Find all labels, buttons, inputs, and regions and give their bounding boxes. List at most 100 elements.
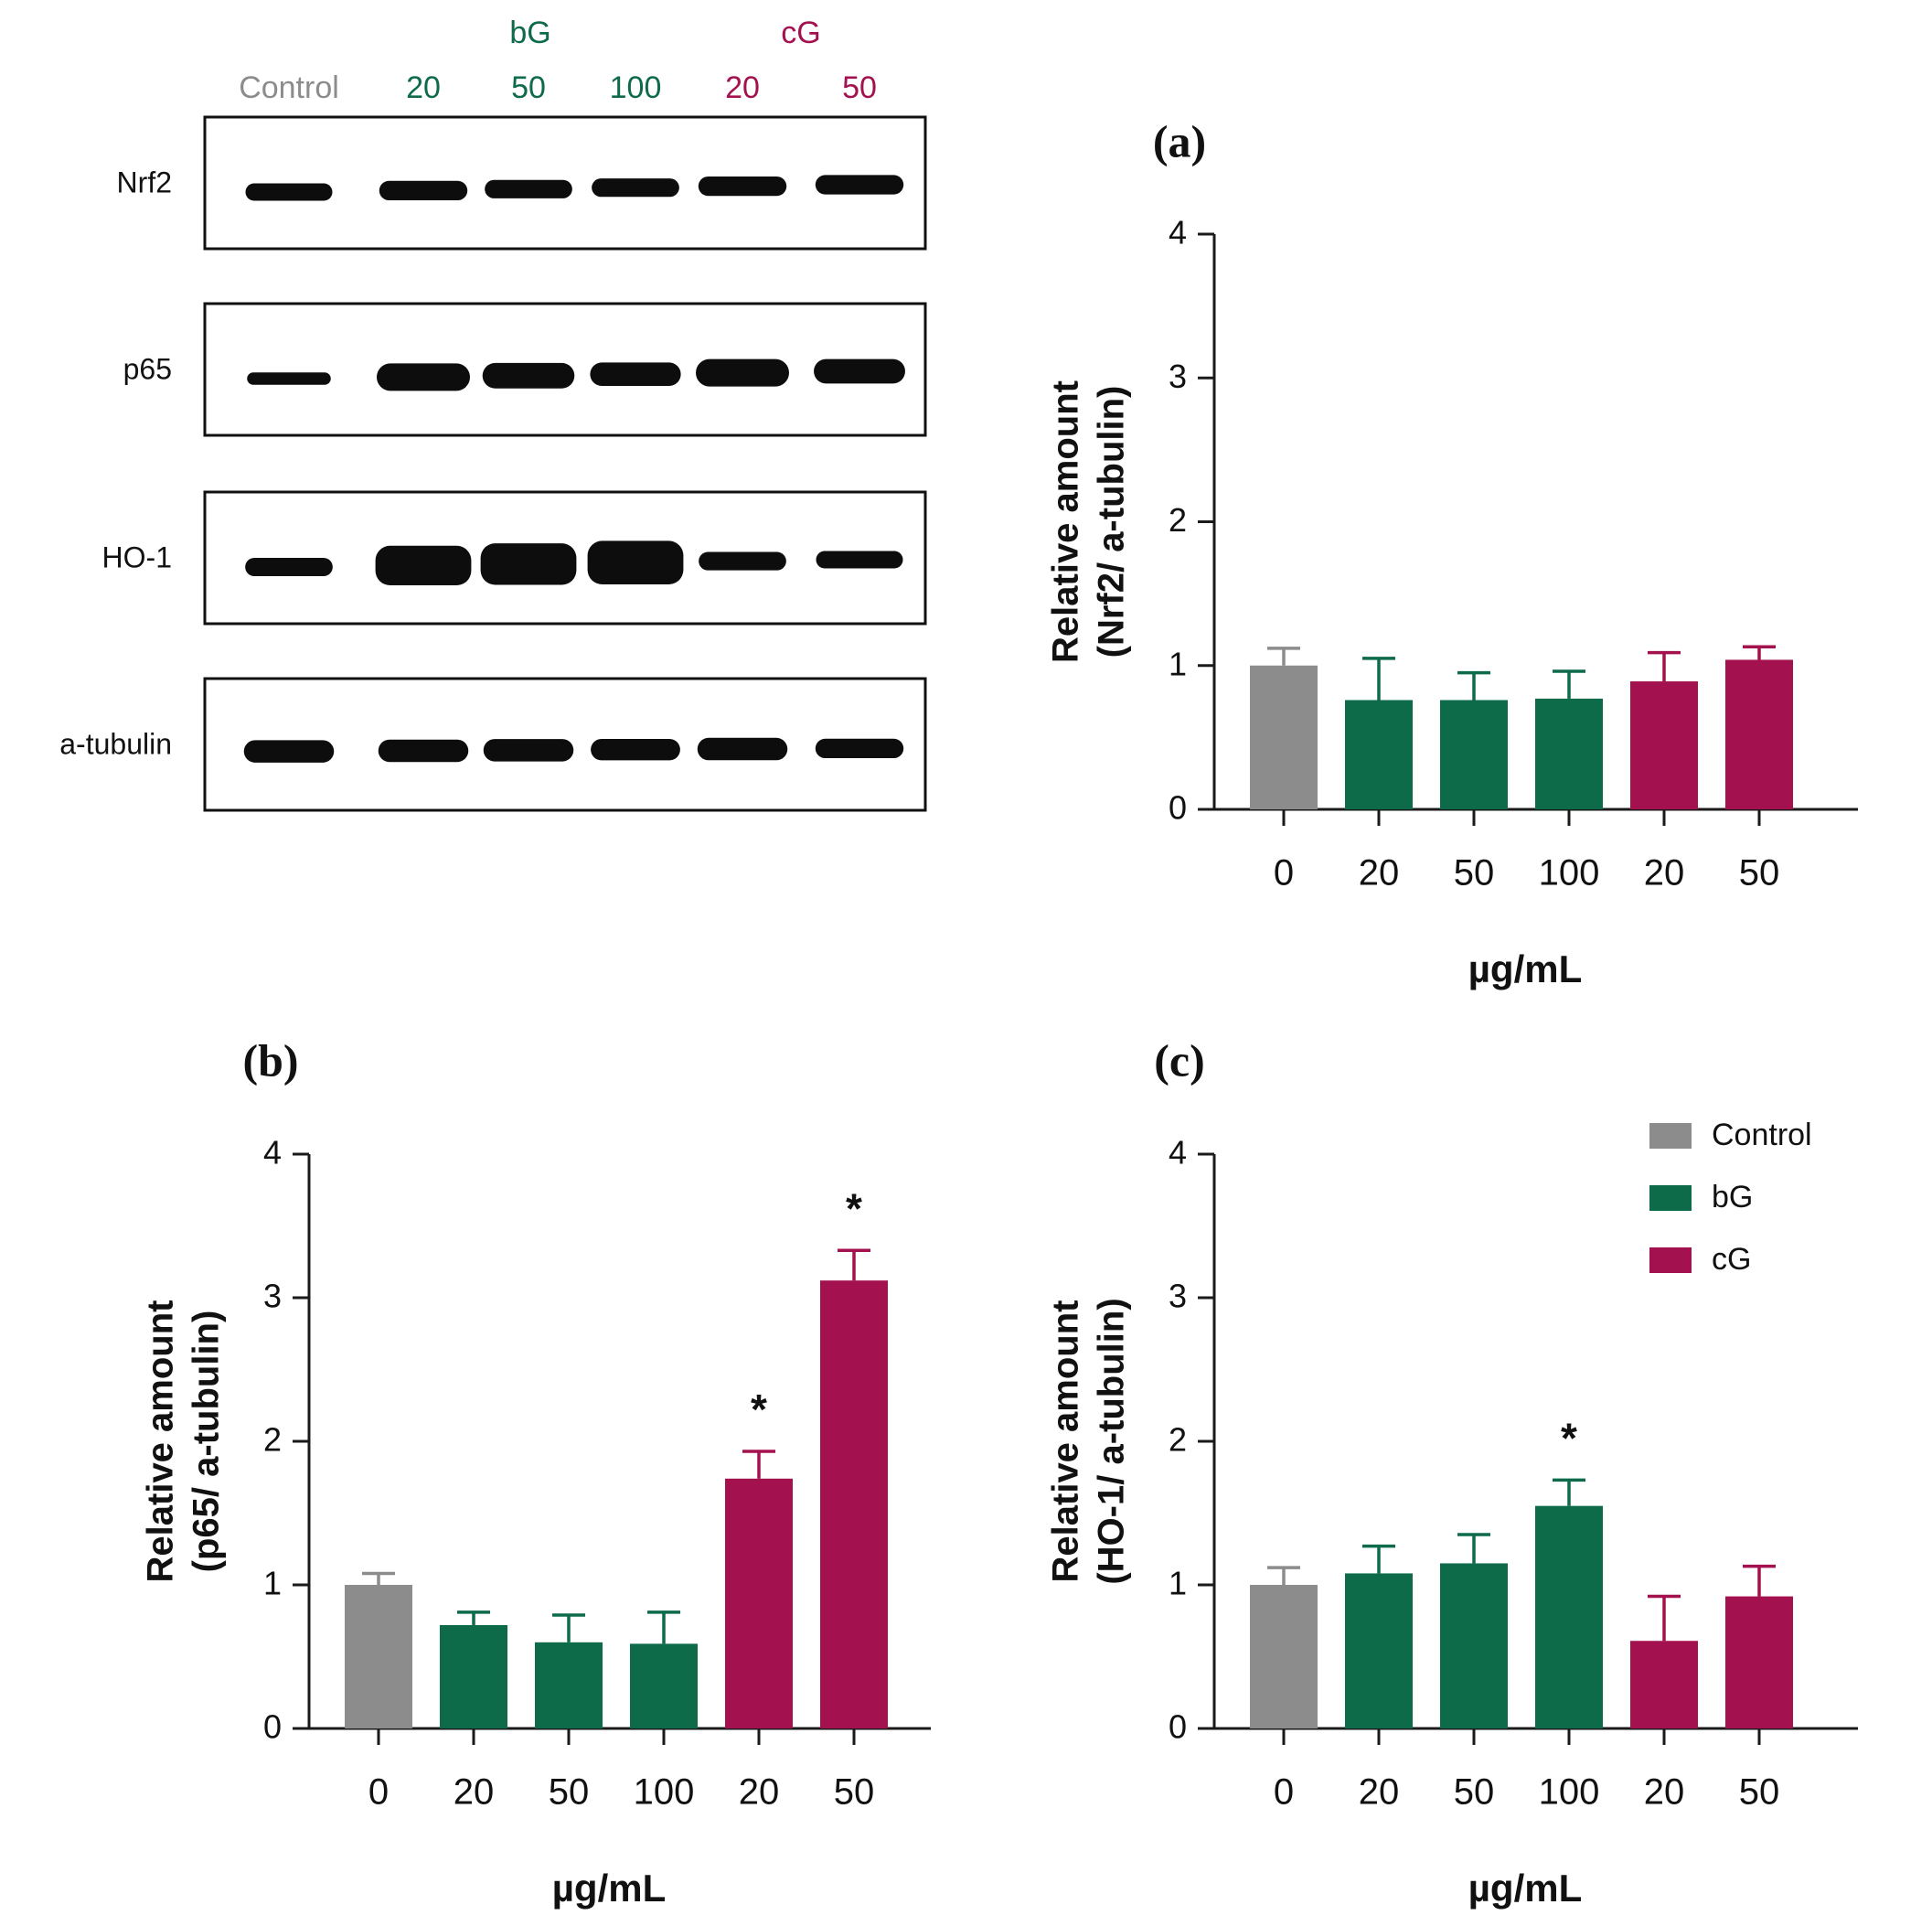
blot-row: a-tubulin: [59, 677, 927, 812]
bar-chart-panel: (b) 0 1 2 3 4 Relative amount (p65/ a-tubulin) 0…: [141, 1034, 931, 1910]
x-tick-label: 50: [834, 1772, 875, 1813]
x-tick-label: 20: [1644, 853, 1685, 893]
significance-marker: *: [751, 1386, 767, 1433]
bar: [820, 1280, 888, 1728]
legend-label: bG: [1712, 1180, 1753, 1214]
x-tick-label: 20: [1359, 853, 1400, 893]
y-tick-label: 4: [263, 1134, 282, 1172]
y-tick-label: 3: [1169, 358, 1187, 395]
blot-lane-label: 50: [842, 70, 877, 105]
y-axis-label: (Nrf2/ a-tubulin): [1092, 386, 1132, 658]
blot-band: [592, 178, 679, 198]
blot-band: [698, 177, 787, 197]
blot-band: [483, 739, 574, 762]
bar: [630, 1643, 698, 1728]
bar: [1440, 1563, 1508, 1728]
bar-chart-panel: (a) 0 1 2 3 4 Relative amount (Nrf2/ a-tubulin)…: [1046, 115, 1858, 990]
bar: [1440, 700, 1508, 809]
x-tick-label: 0: [368, 1772, 389, 1813]
legend-label: Control: [1712, 1118, 1812, 1152]
x-tick-label: 0: [1274, 1772, 1294, 1813]
y-tick-label: 2: [1169, 1421, 1187, 1459]
y-tick-label: 0: [1169, 1708, 1187, 1746]
y-tick-label: 3: [1169, 1278, 1187, 1315]
x-axis-label: µg/mL: [1468, 947, 1583, 990]
y-axis-label: Relative amount: [1046, 380, 1086, 663]
bar: [1250, 665, 1318, 809]
blot-band: [816, 551, 903, 569]
x-tick-label: 20: [454, 1772, 495, 1813]
blot-band: [375, 545, 472, 585]
bar: [1725, 659, 1793, 809]
y-tick-label: 2: [1169, 501, 1187, 539]
blot-band: [696, 358, 789, 387]
western-blot: bG cG Control 20 50 100 20 50 Nrf2 p65 HO-1 a-tubul…: [59, 16, 927, 812]
blot-band: [814, 358, 905, 384]
blot-band: [485, 179, 572, 198]
x-axis-label: µg/mL: [1468, 1867, 1583, 1910]
y-axis-label: (HO-1/ a-tubulin): [1092, 1298, 1132, 1584]
blot-lane-label: 20: [725, 70, 760, 105]
bar: [1345, 700, 1413, 809]
blot-band: [379, 180, 468, 200]
legend-swatch: [1649, 1247, 1692, 1273]
blot-row-label: p65: [123, 352, 172, 385]
blot-band: [245, 557, 333, 577]
y-tick-label: 0: [263, 1708, 282, 1746]
bar: [725, 1478, 793, 1728]
x-tick-label: 0: [1274, 853, 1294, 893]
bar: [1345, 1573, 1413, 1728]
bar: [1630, 681, 1698, 809]
y-tick-label: 1: [1169, 645, 1187, 682]
significance-marker: *: [1561, 1415, 1577, 1462]
x-tick-label: 50: [549, 1772, 590, 1813]
blot-band: [247, 372, 331, 385]
y-tick-label: 1: [1169, 1565, 1187, 1602]
x-axis-label: µg/mL: [552, 1867, 667, 1910]
blot-band: [815, 175, 904, 195]
blot-row-label: a-tubulin: [59, 727, 172, 760]
legend: Control bG cG: [1649, 1118, 1812, 1277]
y-tick-label: 1: [263, 1565, 282, 1602]
blot-band: [587, 540, 684, 584]
x-tick-label: 100: [1539, 853, 1600, 893]
x-tick-label: 100: [1539, 1772, 1600, 1813]
bar: [1250, 1585, 1318, 1728]
y-axis-label: Relative amount: [141, 1300, 181, 1583]
bar: [345, 1585, 412, 1728]
x-tick-label: 50: [1739, 1772, 1780, 1813]
legend-swatch: [1649, 1185, 1692, 1211]
bar: [1630, 1641, 1698, 1728]
blot-group-label-cG: cG: [781, 16, 820, 50]
blot-band: [378, 739, 469, 763]
x-tick-label: 50: [1454, 1772, 1495, 1813]
blot-band: [377, 363, 470, 391]
blot-row-label: HO-1: [102, 540, 172, 573]
y-tick-label: 3: [263, 1278, 282, 1315]
y-tick-label: 2: [263, 1421, 282, 1459]
blot-lane-label: 100: [610, 70, 662, 105]
blot-band: [243, 740, 335, 763]
x-tick-label: 20: [1359, 1772, 1400, 1813]
panel-title: (c): [1154, 1034, 1205, 1086]
panel-title: (a): [1153, 115, 1206, 166]
x-tick-label: 50: [1739, 853, 1780, 893]
blot-group-label-bG: bG: [509, 16, 550, 50]
blot-lane-label: 50: [511, 70, 546, 105]
bar: [1725, 1596, 1793, 1728]
y-axis-label: Relative amount: [1046, 1300, 1086, 1583]
x-tick-label: 20: [739, 1772, 780, 1813]
x-tick-label: 100: [634, 1772, 695, 1813]
y-tick-label: 4: [1169, 1134, 1187, 1172]
blot-row: HO-1: [102, 490, 927, 626]
blot-row-label: Nrf2: [117, 166, 172, 198]
blot-band: [590, 362, 681, 386]
legend-swatch: [1649, 1123, 1692, 1149]
blot-band: [245, 183, 333, 201]
bar: [1535, 698, 1603, 809]
x-tick-label: 50: [1454, 853, 1495, 893]
bar: [535, 1642, 603, 1728]
blot-band: [815, 738, 904, 758]
blot-band: [482, 362, 575, 389]
y-axis-label: (p65/ a-tubulin): [187, 1311, 227, 1573]
